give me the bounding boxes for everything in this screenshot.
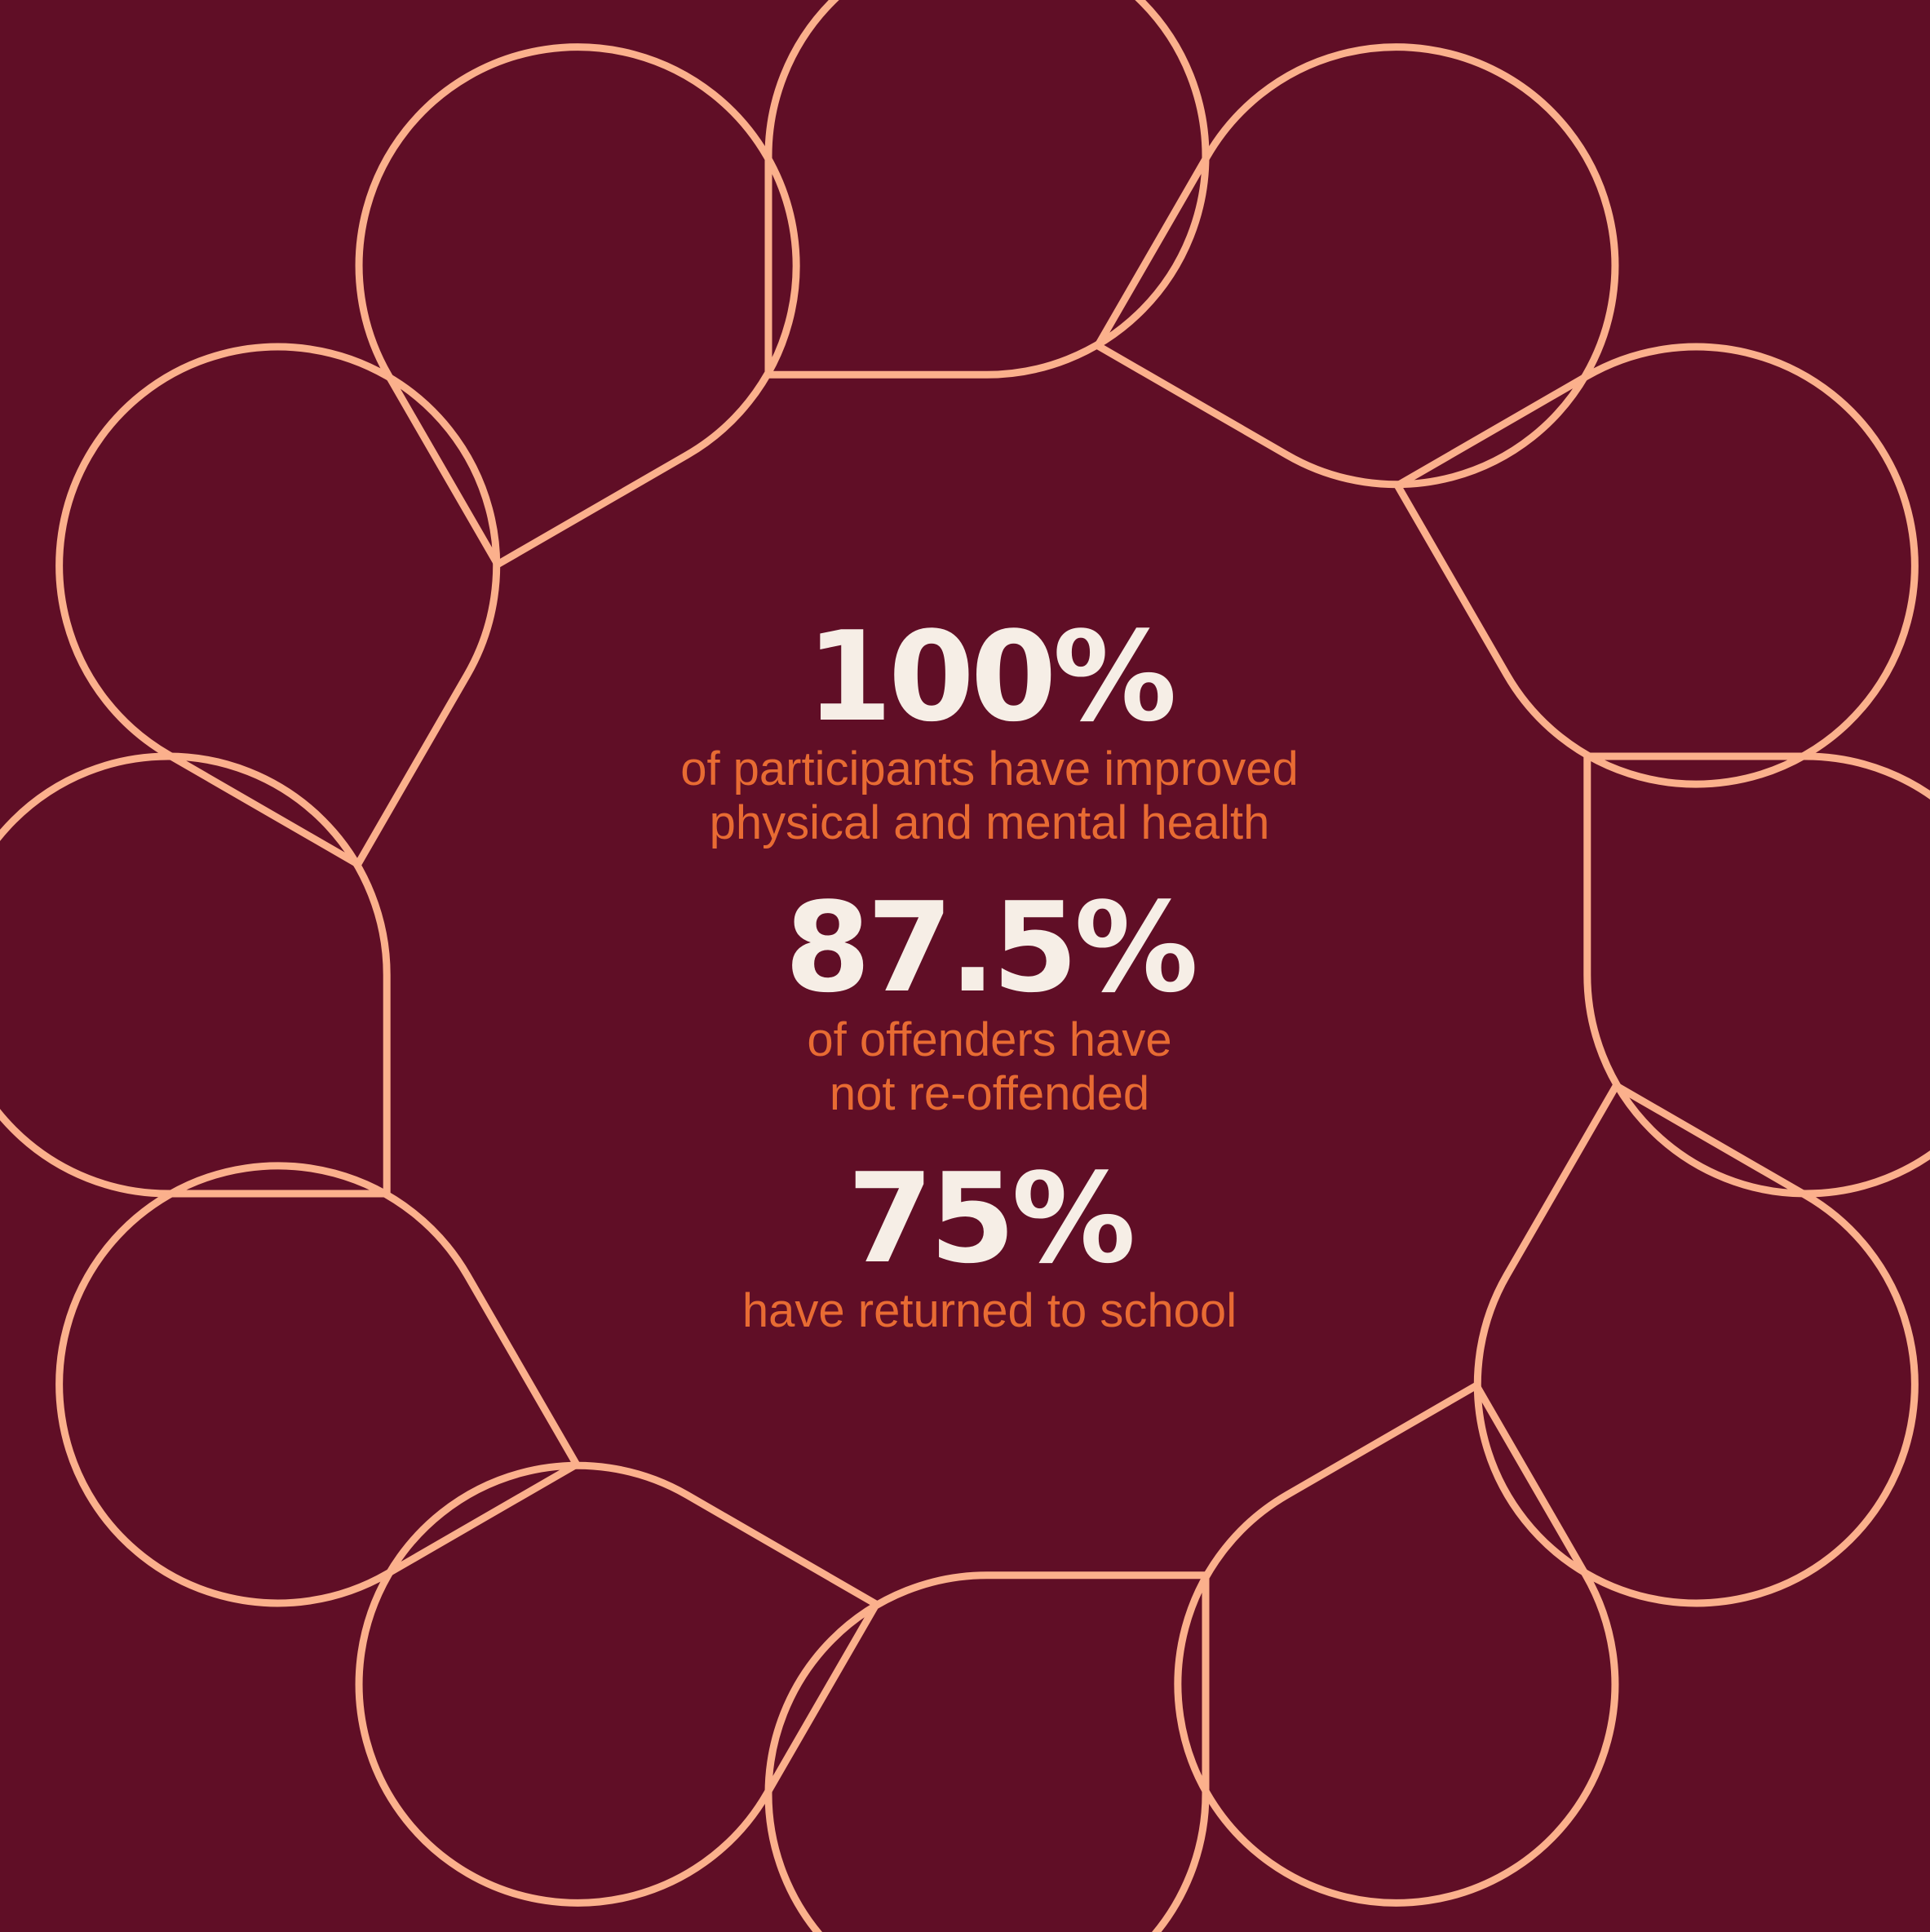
speech-bubble-outline: [55, 343, 501, 870]
speech-bubble-outline: [55, 1162, 582, 1607]
stat-label-line-1: of offenders have: [807, 1013, 1172, 1066]
speech-bubble-outline: [355, 1461, 882, 1907]
speech-bubble-outline: [1174, 1380, 1619, 1907]
speech-bubble-outline: [355, 43, 800, 569]
stat-label-line-2: not re-offended: [829, 1067, 1150, 1120]
speech-bubble-outline: [1583, 752, 1930, 1198]
stat-label-line-2: physical and mental health: [709, 796, 1270, 849]
stat-school: 75% have returned to school: [557, 1154, 1422, 1338]
stat-label-line-1: of participants have improved: [680, 742, 1299, 795]
stat-value: 100%: [806, 605, 1177, 749]
stat-label-line-1: have returned to school: [741, 1284, 1237, 1337]
speech-bubble-outline: [764, 1571, 1210, 1932]
stat-participants-health: 100% of participants have improved physi…: [557, 612, 1422, 850]
stat-value: 75%: [847, 1146, 1136, 1291]
stat-reoffending: 87.5% of offenders have not re-offended: [557, 883, 1422, 1121]
speech-bubble-outline: [0, 752, 391, 1198]
speech-bubble-outline: [1392, 343, 1919, 788]
speech-bubble-outline: [1473, 1080, 1919, 1607]
speech-bubble-outline: [1092, 43, 1619, 489]
speech-bubble-outline: [764, 0, 1210, 379]
stat-value: 87.5%: [784, 875, 1198, 1020]
